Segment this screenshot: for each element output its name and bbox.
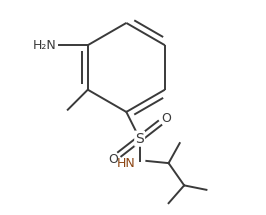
Text: O: O	[108, 153, 118, 166]
Text: O: O	[161, 112, 171, 125]
Text: HN: HN	[117, 157, 135, 170]
Text: S: S	[135, 132, 144, 146]
Text: H₂N: H₂N	[33, 39, 57, 52]
